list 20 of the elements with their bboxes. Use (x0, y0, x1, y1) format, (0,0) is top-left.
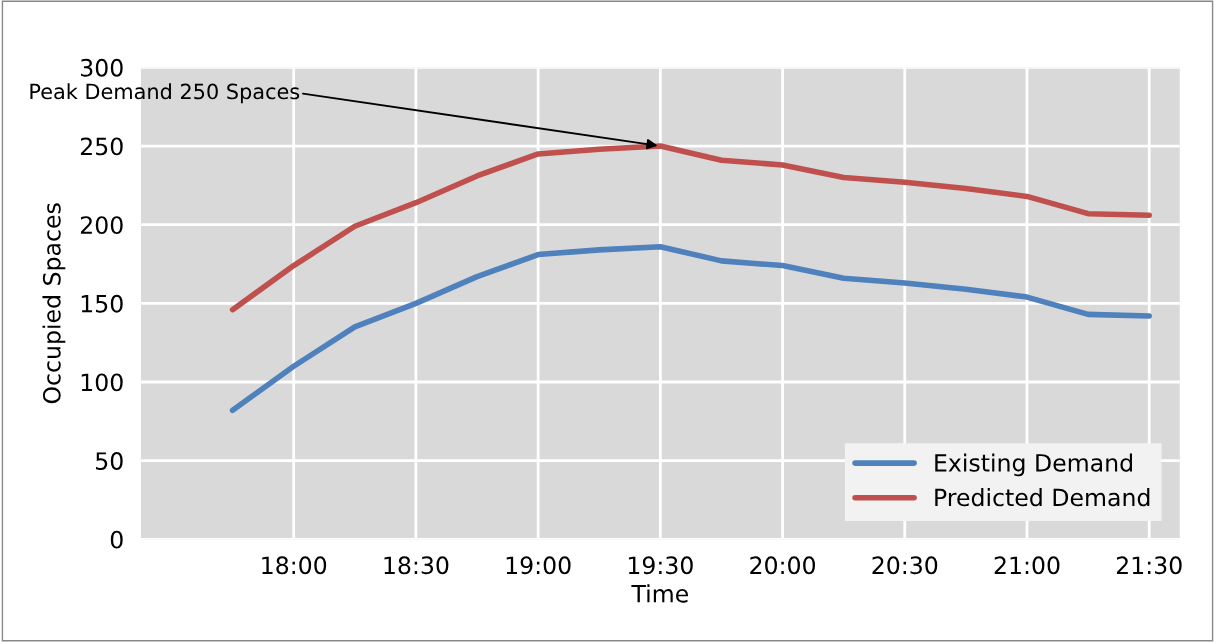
y-tick-label: 250 (80, 137, 123, 156)
y-axis-title: Occupied Spaces (42, 203, 66, 404)
x-tick-label: 20:00 (750, 556, 816, 575)
y-tick-label: 50 (96, 452, 123, 470)
y-tick-label: 0 (110, 530, 123, 549)
x-tick-label: 21:00 (994, 556, 1060, 575)
annotation: Peak Demand 250 Spaces (30, 83, 300, 104)
x-tick-label: 18:30 (384, 556, 449, 575)
x-tick-label: 19:00 (506, 556, 571, 575)
x-axis-title: Time (631, 584, 688, 603)
x-tick-label: 18:00 (262, 556, 327, 575)
legend-label: Predicted Demand (935, 488, 1150, 507)
y-tick-label: 200 (80, 216, 123, 235)
x-tick-label: 19:30 (628, 556, 693, 575)
y-tick-label: 300 (81, 58, 123, 77)
x-tick-label: 21:30 (1116, 556, 1182, 575)
y-tick-label: 150 (81, 294, 123, 313)
x-tick-label: 20:30 (872, 556, 938, 575)
y-tick-label: 100 (81, 373, 123, 392)
legend-label: Existing Demand (935, 453, 1132, 477)
